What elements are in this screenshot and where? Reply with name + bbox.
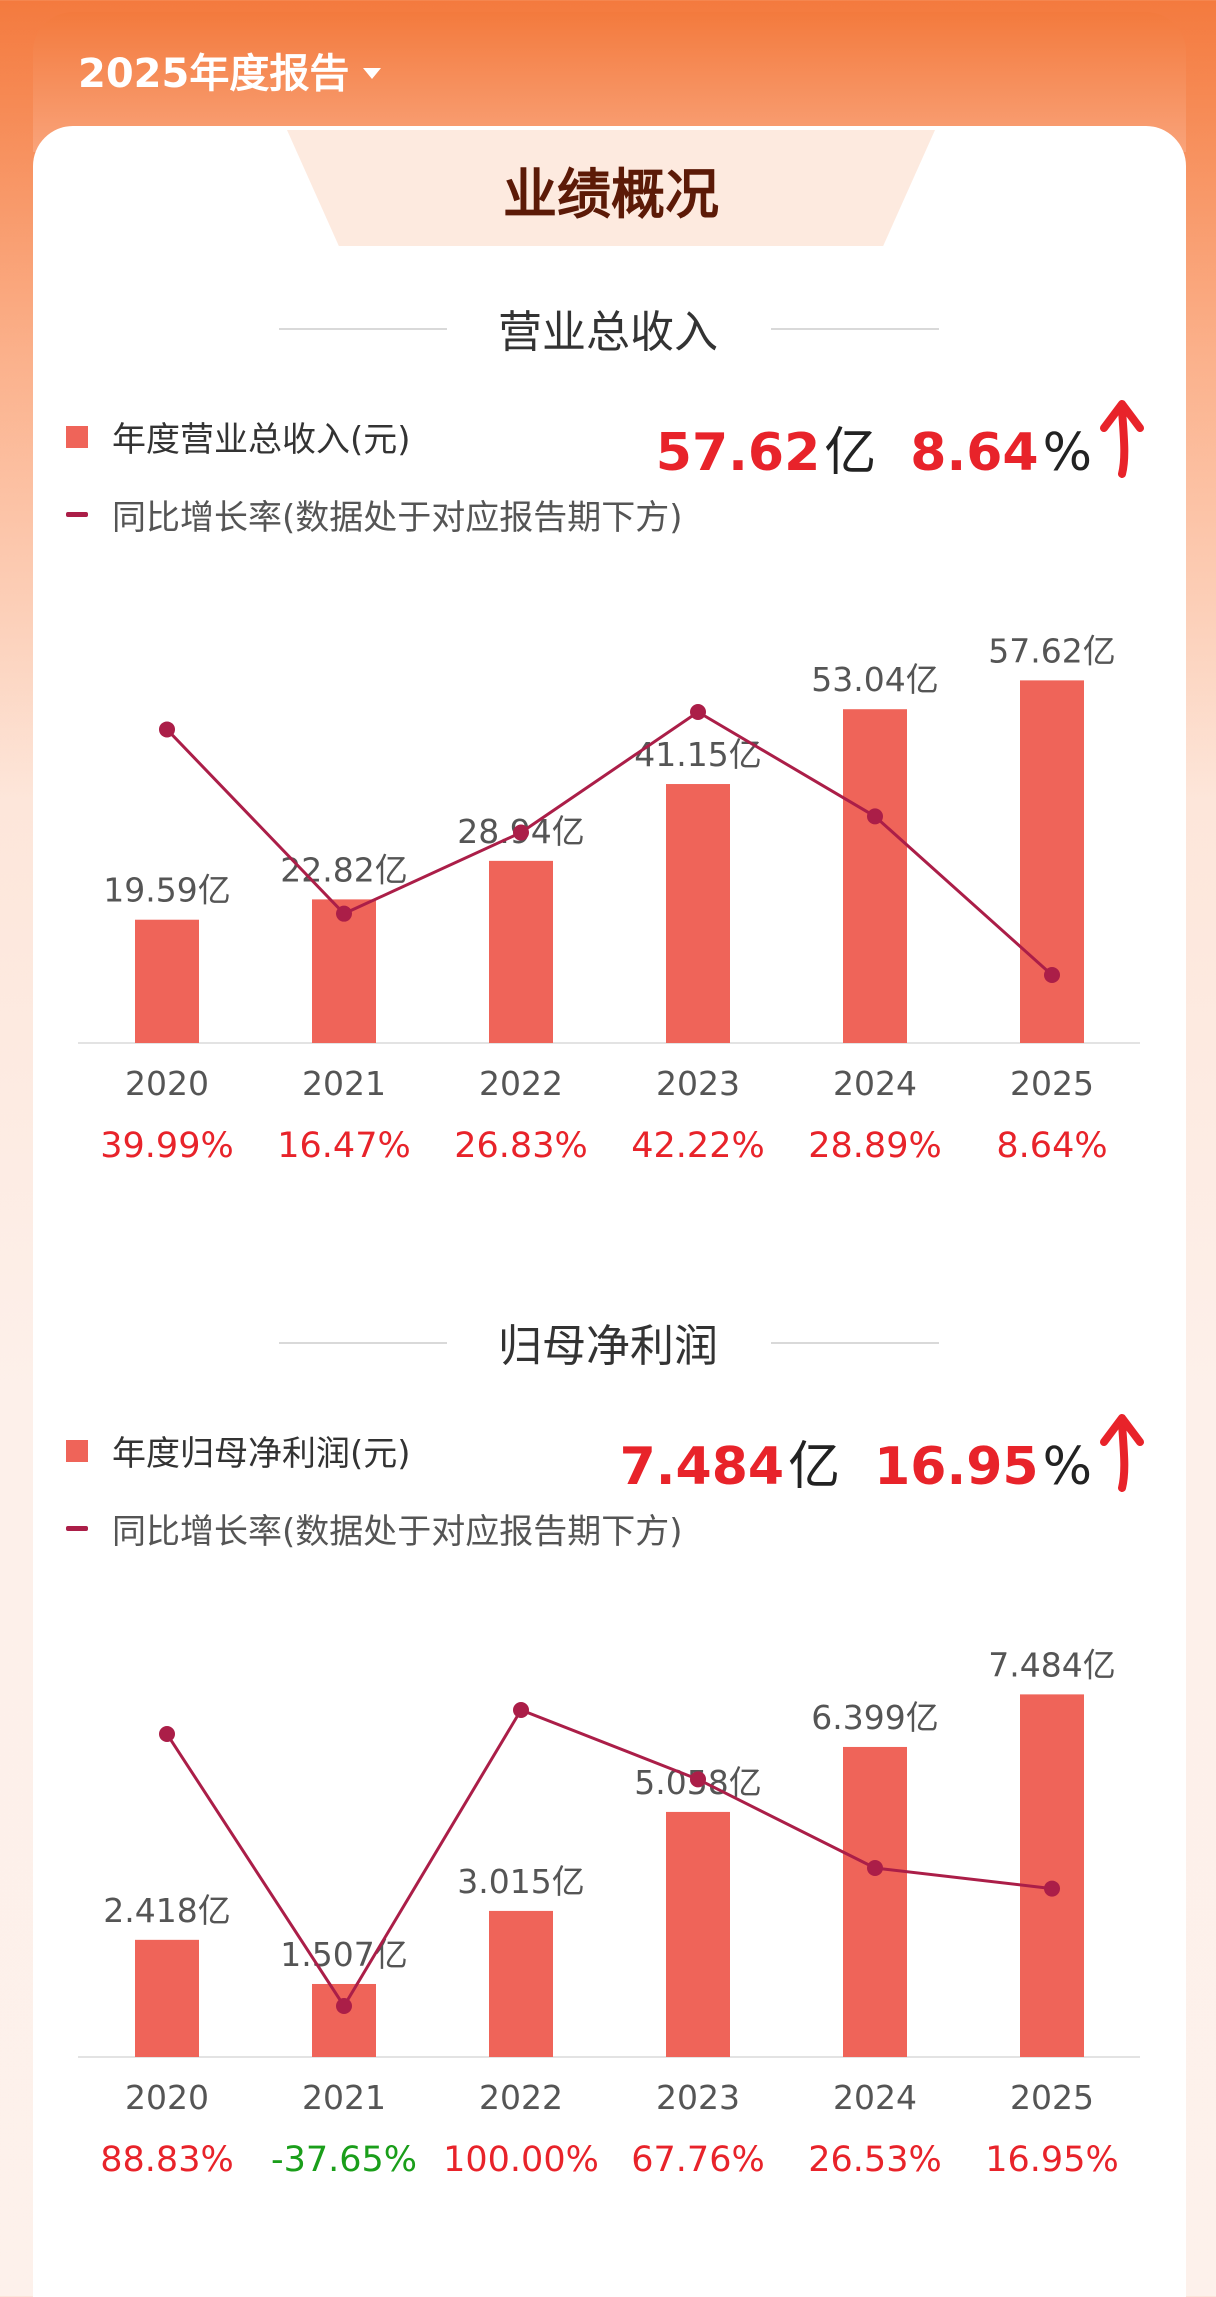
bar-label: 6.399亿 [811, 1698, 938, 1737]
x-tick-label: 2023 [656, 2078, 740, 2117]
revenue-chart: 19.59亿22.82亿28.94亿41.15亿53.04亿57.62亿2020… [78, 631, 1140, 1166]
profit-headline-growth: 16.95 [874, 1437, 1039, 1497]
growth-label: 88.83% [100, 2140, 233, 2180]
x-tick-label: 2025 [1010, 2078, 1094, 2117]
growth-label: 26.53% [808, 2140, 941, 2180]
bar [843, 1746, 907, 2057]
growth-line [165, 710, 1054, 977]
bar-label: 22.82亿 [280, 850, 407, 889]
growth-label: -37.65% [271, 2140, 417, 2180]
bar [135, 919, 199, 1043]
arrow-up-icon [1100, 1414, 1144, 1492]
growth-point [513, 824, 529, 841]
growth-point [159, 1726, 175, 1743]
growth-point [159, 721, 175, 738]
bar [489, 860, 553, 1043]
growth-label: 39.99% [100, 1126, 233, 1166]
bar [312, 899, 376, 1043]
x-tick-label: 2020 [125, 2078, 209, 2117]
arrow-up-icon [1100, 400, 1144, 478]
bar-label: 3.015亿 [457, 1862, 584, 1901]
growth-label: 16.95% [985, 2140, 1118, 2180]
profit-section-title: 归母净利润 [498, 1321, 718, 1372]
year-report-label: 2025年度报告 [78, 51, 350, 97]
growth-point [1044, 1880, 1060, 1897]
growth-point [336, 1998, 352, 2014]
bar-label: 19.59亿 [103, 871, 230, 910]
x-tick-label: 2021 [302, 2078, 386, 2117]
revenue-headline: 57.62 亿 8.64 % [656, 410, 1092, 485]
bar [843, 709, 907, 1043]
x-tick-label: 2022 [479, 1064, 563, 1103]
bar [666, 784, 730, 1043]
tab-background [287, 130, 935, 246]
growth-label: 26.83% [454, 1126, 587, 1166]
performance-card [33, 126, 1186, 2297]
bar [1020, 1694, 1084, 2057]
bar-label: 57.62亿 [988, 631, 1115, 670]
x-tick-label: 2020 [125, 1064, 209, 1103]
profit-legend-line-label: 同比增长率(数据处于对应报告期下方) [112, 1512, 683, 1552]
bar [135, 1939, 199, 2057]
bar [1020, 680, 1084, 1043]
profit-legend-line: 同比增长率(数据处于对应报告期下方) [66, 1504, 683, 1553]
growth-point [336, 905, 352, 922]
growth-label: 16.47% [277, 1126, 410, 1166]
revenue-headline-value: 57.62 [655, 423, 821, 483]
revenue-legend-line: 同比增长率(数据处于对应报告期下方) [66, 490, 683, 539]
x-tick-label: 2024 [833, 2078, 917, 2117]
revenue-section-title: 营业总收入 [498, 307, 718, 358]
bar-label: 7.484亿 [988, 1645, 1115, 1684]
growth-point [690, 1771, 706, 1788]
x-tick-label: 2022 [479, 2078, 563, 2117]
section-divider-right [771, 328, 939, 330]
profit-headline-unit: 亿 [788, 1437, 841, 1497]
growth-point [867, 808, 883, 825]
revenue-legend-bar: 年度营业总收入(元) [66, 412, 411, 461]
bar [666, 1811, 730, 2057]
revenue-headline-growth-unit: % [1042, 423, 1092, 483]
profit-legend-bar: 年度归母净利润(元) [66, 1426, 411, 1475]
growth-line [165, 1708, 1053, 2009]
x-tick-label: 2023 [656, 1064, 740, 1103]
section-divider-right [771, 1342, 939, 1344]
profit-headline: 7.484 亿 16.95 % [620, 1424, 1092, 1499]
bar [489, 1910, 553, 2057]
growth-point [867, 1859, 883, 1876]
bar-swatch-icon [66, 425, 88, 448]
growth-label: 100.00% [443, 2140, 599, 2180]
x-tick-label: 2025 [1010, 1064, 1094, 1103]
bar-label: 2.418亿 [103, 1891, 230, 1930]
bar-label: 1.507亿 [280, 1935, 407, 1974]
year-report-selector[interactable]: 2025年度报告 [78, 42, 382, 98]
revenue-headline-growth: 8.64 [910, 423, 1039, 483]
profit-legend-bar-label: 年度归母净利润(元) [112, 1434, 411, 1474]
growth-point [513, 1702, 529, 1718]
growth-label: 67.76% [631, 2140, 764, 2180]
revenue-legend-line-label: 同比增长率(数据处于对应报告期下方) [112, 498, 683, 538]
bar-swatch-icon [66, 1439, 88, 1462]
growth-label: 8.64% [996, 1126, 1107, 1166]
revenue-legend-bar-label: 年度营业总收入(元) [112, 420, 411, 460]
profit-chart: 2.418亿1.507亿3.015亿5.058亿6.399亿7.484亿2020… [78, 1645, 1140, 2180]
growth-label: 28.89% [808, 1126, 941, 1166]
line-swatch-icon [66, 1526, 88, 1531]
section-divider-left [279, 1342, 447, 1344]
bar-label: 53.04亿 [811, 660, 938, 699]
caret-down-icon [363, 67, 382, 79]
tab-title: 业绩概况 [503, 163, 719, 226]
growth-point [690, 704, 706, 720]
section-divider-left [279, 328, 447, 330]
x-tick-label: 2021 [302, 1064, 386, 1103]
bar [312, 1983, 376, 2057]
revenue-headline-unit: 亿 [824, 423, 877, 483]
profit-headline-value: 7.484 [619, 1437, 785, 1497]
growth-label: 42.22% [631, 1126, 764, 1166]
growth-point [1044, 967, 1060, 983]
line-swatch-icon [66, 512, 88, 517]
x-tick-label: 2024 [833, 1064, 917, 1103]
profit-headline-growth-unit: % [1042, 1437, 1092, 1497]
